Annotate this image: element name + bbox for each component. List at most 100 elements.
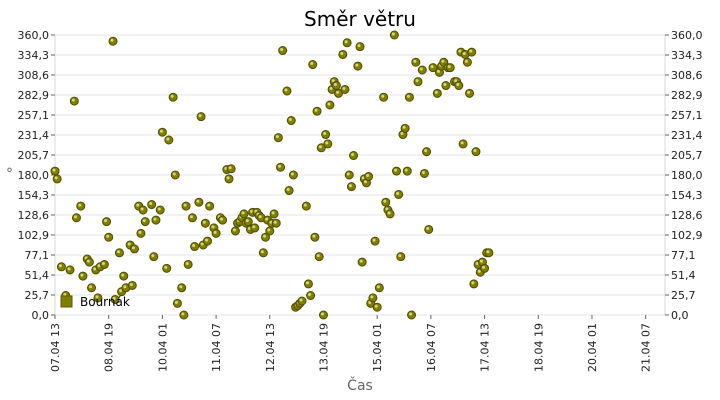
data-point-highlight [189, 215, 193, 219]
data-point-highlight [86, 259, 90, 263]
data-point-highlight [348, 184, 352, 188]
data-point-highlight [316, 254, 320, 258]
data-point-highlight [460, 141, 464, 145]
y-axis-right: 0,0 25,7 51,4 77,1 102,9 128,6 154,3 180,0 205,7… [665, 29, 703, 322]
data-point-highlight [421, 170, 425, 174]
data-point-highlight [116, 250, 120, 254]
data-point-highlight [383, 199, 387, 203]
x-tick-label: 08.04 19 [103, 323, 116, 372]
data-point-highlight [363, 180, 367, 184]
data-point-highlight [391, 32, 395, 36]
data-point-highlight [228, 166, 232, 170]
data-point-highlight [269, 220, 273, 224]
data-point-highlight [409, 312, 413, 316]
y-tick-label-right: 308,6 [671, 69, 703, 82]
y-tick-label-right: 257,1 [671, 109, 703, 122]
data-point-highlight [129, 282, 133, 286]
data-point-highlight [232, 228, 236, 232]
data-point-highlight [127, 242, 131, 246]
data-point-highlight [331, 79, 335, 83]
data-point-highlight [252, 225, 256, 229]
data-point-highlight [359, 259, 363, 263]
data-point-highlight [456, 83, 460, 87]
data-point-highlight [179, 285, 183, 289]
data-point-highlight [153, 217, 157, 221]
data-point-highlight [346, 172, 350, 176]
y-tick-label: 154,3 [18, 189, 50, 202]
data-point-highlight [454, 79, 458, 83]
data-point-highlight [475, 261, 479, 265]
data-point-highlight [413, 59, 417, 63]
data-point-highlight [471, 281, 475, 285]
data-point-highlight [181, 312, 185, 316]
data-point-highlight [123, 285, 127, 289]
data-point-highlight [89, 285, 93, 289]
data-point-highlight [97, 264, 101, 268]
data-point-highlight [441, 59, 445, 63]
x-axis: 07.04 13 08.04 19 10.04 01 11.04 07 12.04 13… [49, 315, 653, 372]
data-point-highlight [340, 51, 344, 55]
data-point-highlight [73, 215, 77, 219]
data-point-highlight [361, 176, 365, 180]
data-point-highlight [385, 207, 389, 211]
data-point-highlight [110, 38, 114, 42]
data-point-highlight [458, 49, 462, 53]
data-point-highlight [151, 254, 155, 258]
x-tick-label: 20.04 01 [586, 323, 599, 372]
y-tick-label: 0,0 [32, 309, 50, 322]
data-point-highlight [104, 219, 108, 223]
y-tick-label: 180,0 [18, 169, 50, 182]
data-point-highlight [78, 203, 82, 207]
data-point-highlight [284, 88, 288, 92]
data-point-highlight [467, 90, 471, 94]
data-point-highlight [351, 153, 355, 157]
data-point-highlight [406, 94, 410, 98]
data-point-highlight [323, 132, 327, 136]
data-point-highlight [333, 83, 337, 87]
data-point-highlight [170, 94, 174, 98]
data-point-highlight [157, 207, 161, 211]
data-point-highlight [447, 65, 451, 69]
y-tick-label-right: 360,0 [671, 29, 703, 42]
data-point-highlight [80, 273, 84, 277]
data-point-highlight [482, 265, 486, 269]
y-tick-label: 334,3 [18, 49, 50, 62]
x-tick-label: 18.04 19 [532, 323, 545, 372]
data-point-highlight [213, 230, 217, 234]
data-point-highlight [67, 267, 71, 271]
data-point-highlight [136, 203, 140, 207]
y-tick-label: 231,4 [18, 129, 50, 142]
data-point-highlight [419, 67, 423, 71]
data-point-highlight [381, 94, 385, 98]
data-point-highlight [318, 145, 322, 149]
y-axis-label: ° [6, 166, 13, 182]
data-point-highlight [166, 137, 170, 141]
data-point-highlight [329, 86, 333, 90]
y-tick-label: 25,7 [25, 289, 50, 302]
data-point-highlight [303, 203, 307, 207]
data-point-highlight [342, 86, 346, 90]
data-point-highlight [320, 312, 324, 316]
data-point-highlight [164, 265, 168, 269]
y-tick-label: 257,1 [18, 109, 50, 122]
data-point-highlight [224, 167, 228, 171]
data-point-highlight [426, 226, 430, 230]
data-point-highlight [226, 176, 230, 180]
data-point-highlight [241, 211, 245, 215]
data-point-highlight [370, 295, 374, 299]
x-tick-label: 13.04 19 [317, 323, 330, 372]
x-tick-label: 15.04 01 [371, 323, 384, 372]
data-point-highlight [477, 269, 481, 273]
data-point-highlight [121, 273, 125, 277]
y-tick-label-right: 180,0 [671, 169, 703, 182]
data-point-highlight [372, 238, 376, 242]
data-point-highlight [101, 261, 105, 265]
data-point-highlight [479, 259, 483, 263]
data-point-highlight [106, 234, 110, 238]
data-point-highlight [95, 295, 99, 299]
data-point-highlight [290, 172, 294, 176]
y-tick-label: 308,6 [18, 69, 50, 82]
data-point-highlight [71, 98, 75, 102]
data-point-highlight [400, 132, 404, 136]
data-point-highlight [299, 298, 303, 302]
